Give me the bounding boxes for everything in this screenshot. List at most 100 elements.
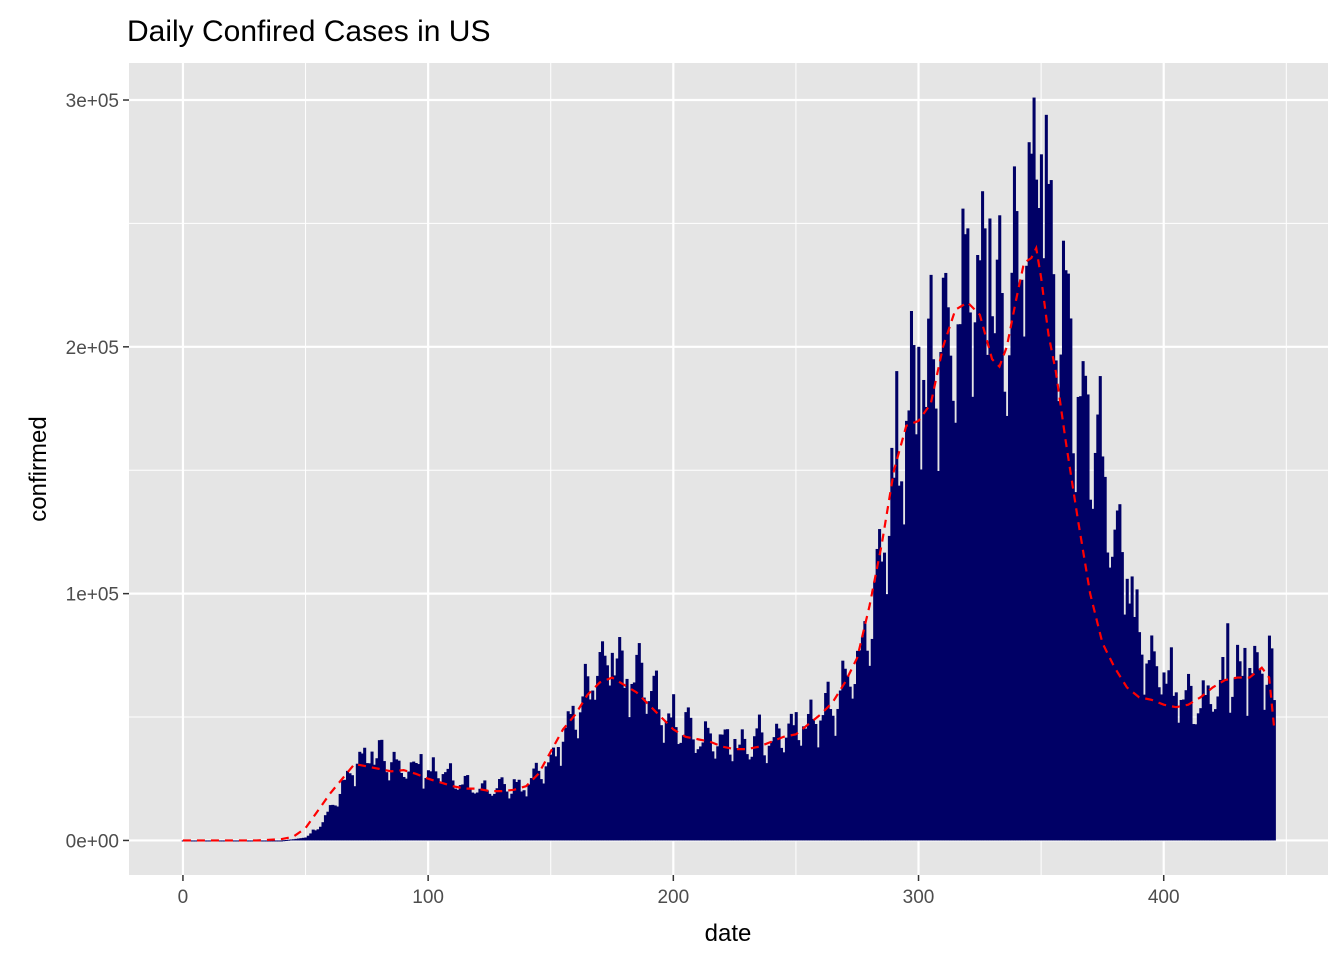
bar (1000, 293, 1004, 841)
bar (311, 829, 315, 841)
bar (326, 811, 330, 841)
bar (1160, 694, 1164, 841)
bar (944, 272, 948, 841)
bar (564, 727, 568, 841)
bar (608, 685, 612, 841)
bar (524, 796, 529, 841)
bar (927, 318, 931, 841)
bar (1199, 708, 1203, 841)
bar (985, 354, 990, 841)
bar (382, 761, 386, 841)
bar (547, 762, 551, 841)
bar (387, 780, 391, 841)
bar (1189, 685, 1193, 841)
bar (1172, 695, 1176, 841)
bar (1133, 616, 1137, 841)
bar (1270, 648, 1274, 841)
bar (1010, 272, 1014, 841)
bar (1265, 684, 1269, 841)
bar (363, 747, 367, 841)
bar (983, 228, 987, 841)
bar (220, 840, 224, 842)
bar (784, 737, 788, 841)
bar (686, 707, 690, 841)
bar (554, 756, 558, 841)
bar (1032, 97, 1036, 841)
bar (762, 755, 766, 841)
bar (1008, 355, 1012, 841)
bar (274, 840, 278, 842)
bar (507, 798, 511, 841)
bar (1118, 504, 1122, 841)
bar (814, 723, 818, 841)
bar (824, 693, 828, 841)
bar (846, 675, 850, 841)
bar (571, 705, 575, 841)
bar (956, 324, 960, 841)
bar (1240, 675, 1245, 841)
bar (1228, 712, 1232, 841)
bar (632, 682, 636, 841)
bar (191, 840, 195, 842)
bar (1015, 211, 1019, 841)
bar (875, 548, 879, 841)
bar (811, 718, 815, 841)
bar (218, 840, 222, 842)
bar (456, 789, 460, 841)
bar (431, 757, 435, 841)
bar (623, 687, 627, 841)
bar (473, 793, 477, 841)
bar (250, 840, 254, 842)
bar (735, 748, 739, 841)
bar (287, 839, 291, 841)
bar (689, 717, 693, 841)
bar (1206, 685, 1210, 841)
bar (461, 784, 465, 841)
bar (995, 259, 999, 841)
bar (574, 729, 578, 841)
bar (954, 422, 958, 841)
bar (1066, 273, 1070, 841)
bar (600, 641, 605, 841)
bar (1236, 644, 1240, 841)
bar (907, 410, 911, 841)
bar (892, 477, 896, 841)
bar (1167, 670, 1171, 841)
bar (1142, 694, 1146, 841)
bar (446, 768, 450, 841)
bar (978, 260, 982, 841)
y-axis-title: confirmed (25, 416, 52, 521)
bar (441, 774, 445, 841)
bar (924, 406, 928, 841)
bar (1177, 722, 1181, 841)
bar (1120, 552, 1124, 841)
bar (247, 840, 251, 842)
bar (733, 738, 737, 841)
x-tick-label: 0 (178, 887, 189, 908)
bar (333, 805, 337, 841)
bar (772, 737, 776, 841)
bar (409, 762, 413, 841)
y-tick-label: 0e+00 (66, 831, 119, 852)
bar (745, 754, 749, 841)
bar (799, 745, 803, 841)
bar (390, 762, 394, 841)
bar (402, 776, 406, 841)
bar (1135, 589, 1139, 841)
bar (453, 788, 457, 841)
bar (740, 729, 744, 841)
bar (723, 729, 727, 841)
bar (630, 683, 634, 841)
bar (478, 788, 482, 841)
bar (505, 791, 509, 841)
bar (309, 833, 313, 841)
bar (902, 524, 906, 841)
bar (806, 713, 811, 841)
bar (203, 840, 207, 842)
bar (1140, 654, 1144, 841)
bar (650, 691, 654, 841)
bar (282, 840, 286, 842)
bar (1179, 699, 1183, 841)
bar (934, 408, 938, 841)
bar (407, 771, 411, 841)
